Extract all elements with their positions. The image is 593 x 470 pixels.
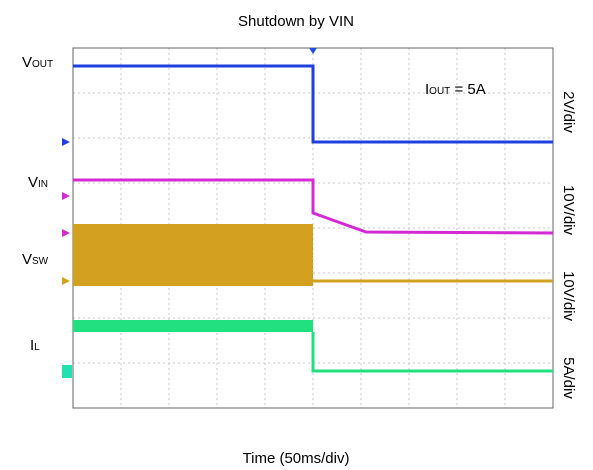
scale-label: 10V/div: [560, 185, 577, 236]
annotation: IOUT = 5A: [425, 81, 486, 98]
trace-label: VIN: [28, 174, 48, 191]
scale-label: 10V/div: [560, 271, 577, 322]
channel-marker: [62, 365, 72, 378]
il-trace: [311, 332, 553, 373]
trigger-marker: [309, 48, 317, 54]
vout-trace: [73, 64, 553, 144]
channel-marker: [62, 229, 70, 237]
trace-label: VSW: [22, 251, 49, 268]
channel-marker: [62, 138, 70, 146]
trace-label: IL: [30, 337, 40, 354]
scale-label: 5A/div: [560, 357, 577, 399]
trace-label: VOUT: [22, 54, 53, 71]
vin-trace: [73, 178, 554, 235]
il-trace: [73, 320, 313, 332]
x-axis-label: Time (50ms/div): [243, 450, 350, 467]
title: Shutdown by VIN: [238, 13, 354, 30]
vsw-trace: [73, 224, 313, 286]
channel-marker: [62, 192, 70, 200]
channel-marker: [62, 277, 70, 285]
scale-label: 2V/div: [560, 91, 577, 133]
